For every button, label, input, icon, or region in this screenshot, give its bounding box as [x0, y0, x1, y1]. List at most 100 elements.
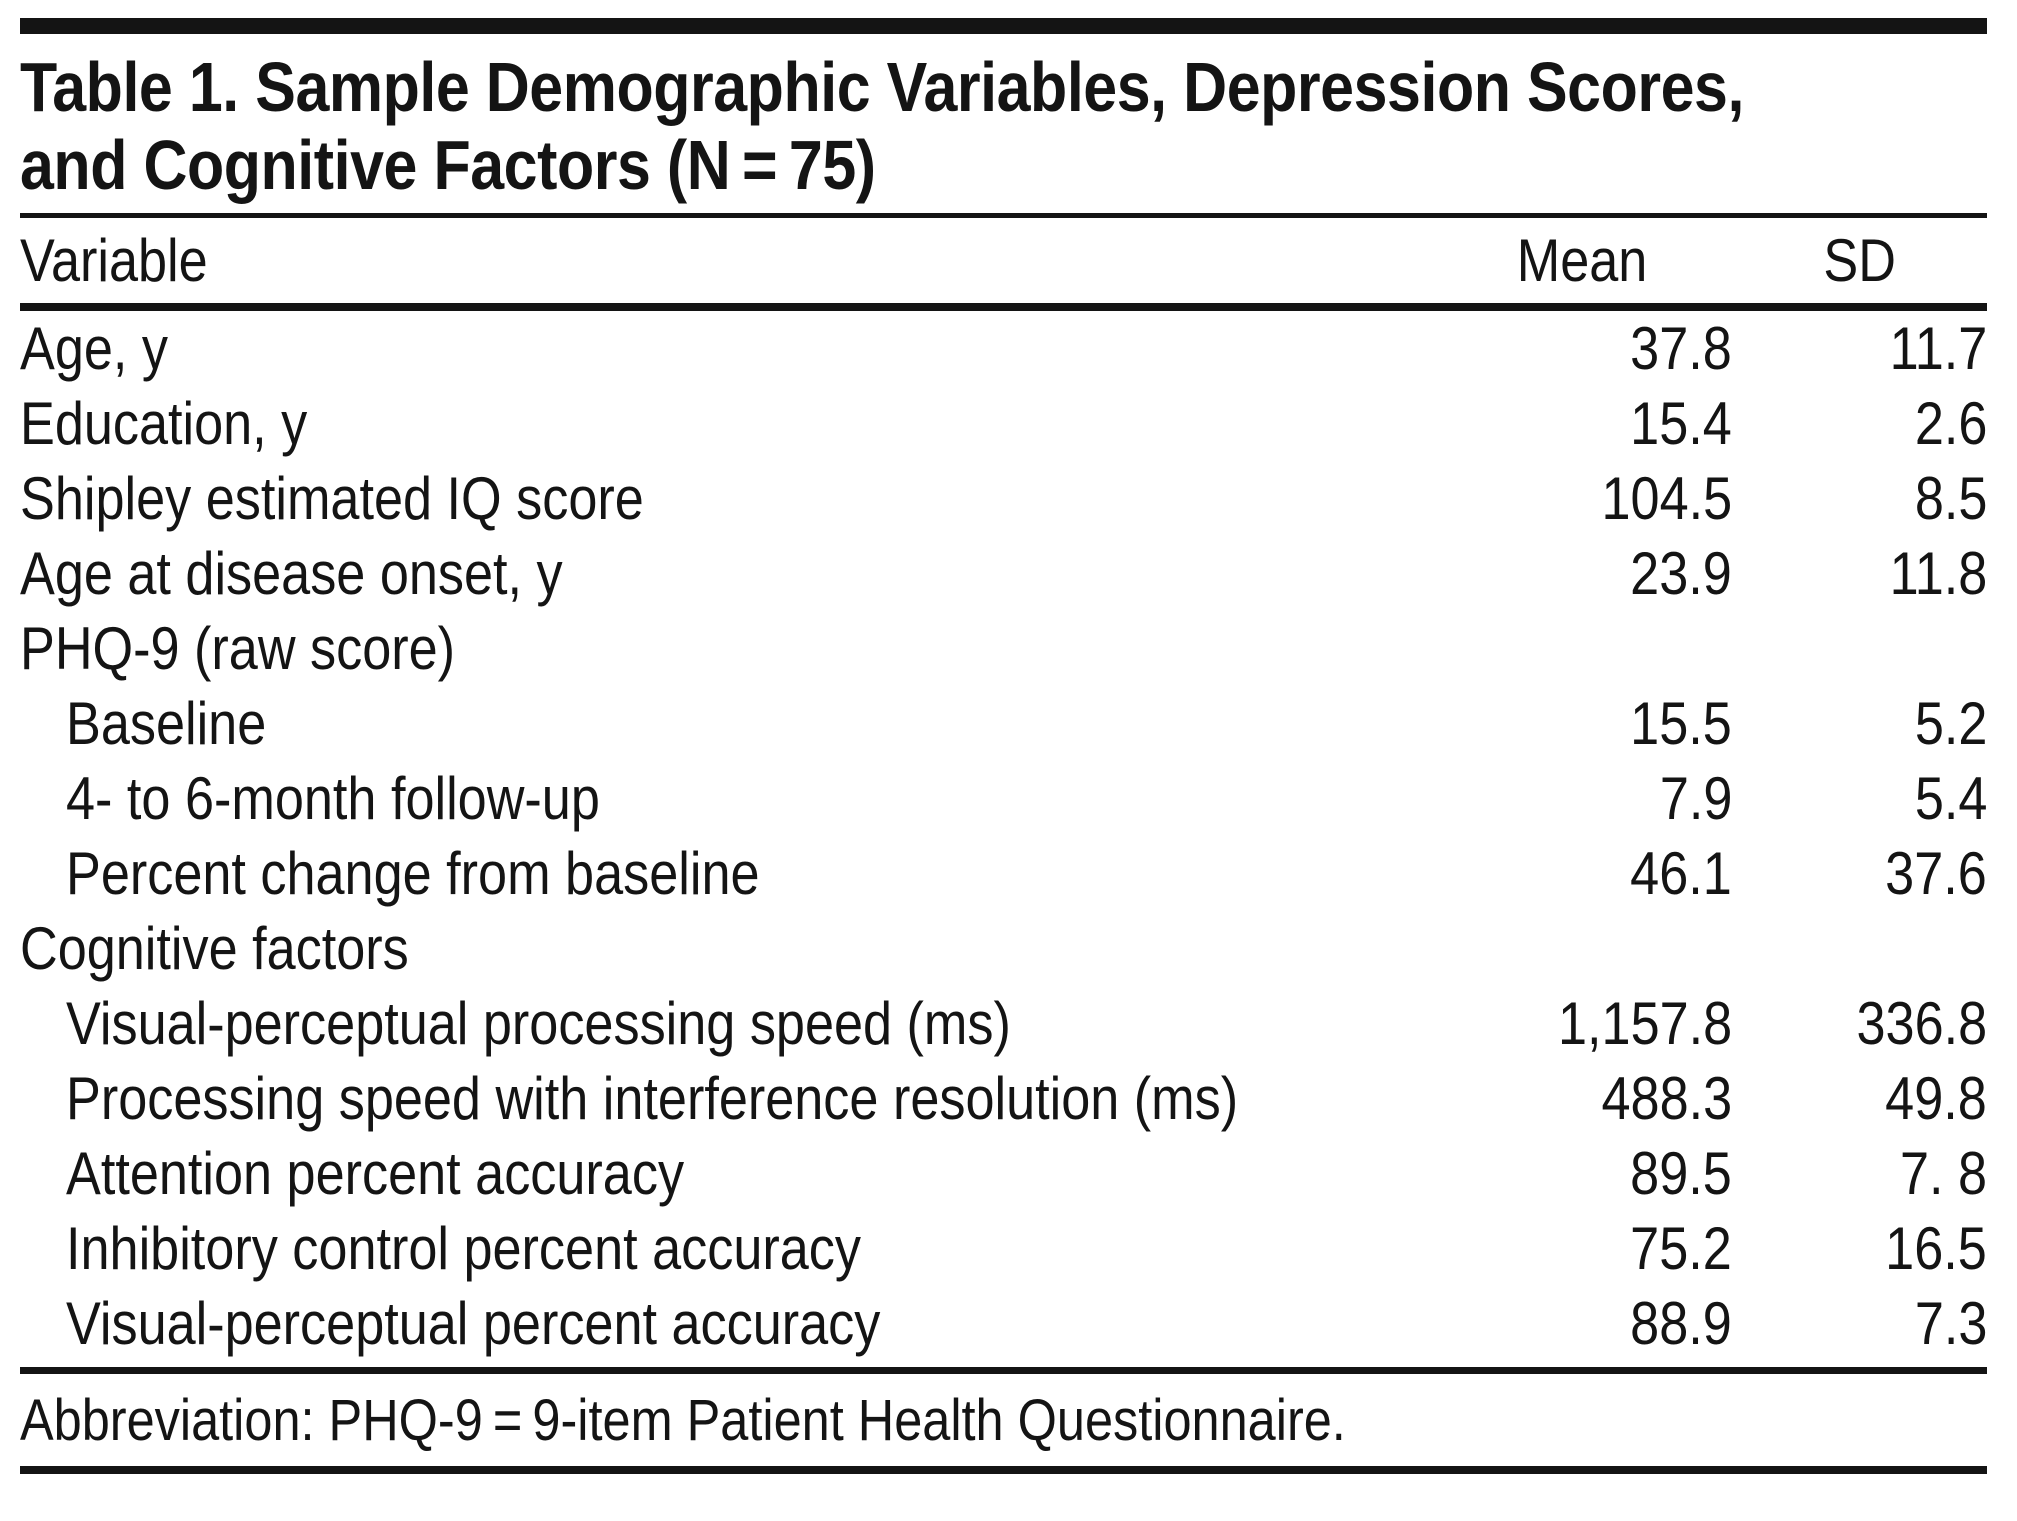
row-sd-value-cell: 5.4	[1732, 761, 1987, 836]
column-header-variable-cell: Variable	[20, 226, 1432, 295]
row-mean-value: 7.9	[1659, 765, 1732, 832]
row-sd-value: 7.3	[1914, 1290, 1987, 1357]
column-header-variable: Variable	[20, 227, 208, 294]
row-mean-value: 104.5	[1601, 465, 1732, 532]
row-mean-value: 89.5	[1630, 1140, 1732, 1207]
bottom-rule	[20, 1466, 1987, 1474]
table-row: Shipley estimated IQ score 104.5 8.5	[20, 461, 1987, 536]
row-label: Percent change from baseline	[66, 840, 760, 907]
row-mean-value-cell: 488.3	[1432, 1061, 1732, 1136]
row-label-cell: Baseline	[20, 686, 1432, 761]
table-row: PHQ-9 (raw score)	[20, 611, 1987, 686]
table-row: Percent change from baseline 46.1 37.6	[20, 836, 1987, 911]
row-label-cell: Shipley estimated IQ score	[20, 461, 1432, 536]
table-row: Age, y 37.8 11.7	[20, 311, 1987, 386]
row-mean-value-cell: 23.9	[1432, 536, 1732, 611]
row-sd-value: 2.6	[1914, 390, 1987, 457]
table-row: Visual-perceptual percent accuracy 88.9 7.…	[20, 1286, 1987, 1361]
row-sd-value-cell: 49.8	[1732, 1061, 1987, 1136]
table-row: Education, y 15.4 2.6	[20, 386, 1987, 461]
row-sd-value: 7. 8	[1899, 1140, 1987, 1207]
row-mean-value-cell: 88.9	[1432, 1286, 1732, 1361]
table-row: Age at disease onset, y 23.9 11.8	[20, 536, 1987, 611]
row-sd-value: 336.8	[1856, 990, 1987, 1057]
row-mean-value: 15.4	[1630, 390, 1732, 457]
row-sd-value-cell: 16.5	[1732, 1211, 1987, 1286]
column-header-mean-cell: Mean	[1432, 226, 1732, 295]
row-sd-value-cell	[1732, 911, 1987, 986]
title-divider	[20, 213, 1987, 218]
row-label: Visual-perceptual percent accuracy	[66, 1290, 881, 1357]
table-title: Table 1. Sample Demographic Variables, D…	[20, 48, 1987, 204]
row-mean-value-cell	[1432, 611, 1732, 686]
row-mean-value-cell: 75.2	[1432, 1211, 1732, 1286]
table-body: Age, y 37.8 11.7 Education, y 15.4 2.6 Shipley…	[20, 311, 1987, 1361]
table-row: Processing speed with interference resol…	[20, 1061, 1987, 1136]
row-mean-value-cell: 15.4	[1432, 386, 1732, 461]
table-title-line2: and Cognitive Factors (N = 75)	[20, 126, 876, 204]
row-label-cell: Percent change from baseline	[20, 836, 1432, 911]
column-header-sd-cell: SD	[1732, 226, 1987, 295]
row-label: Age, y	[20, 315, 168, 382]
row-label-cell: Visual-perceptual processing speed (ms)	[20, 986, 1432, 1061]
row-mean-value-cell: 37.8	[1432, 311, 1732, 386]
row-label-cell: Inhibitory control percent accuracy	[20, 1211, 1432, 1286]
row-sd-value-cell: 8.5	[1732, 461, 1987, 536]
body-divider	[20, 1367, 1987, 1374]
row-label-cell: Visual-perceptual percent accuracy	[20, 1286, 1432, 1361]
paper-table-figure: Table 1. Sample Demographic Variables, D…	[0, 18, 2017, 1474]
row-sd-value: 16.5	[1885, 1215, 1987, 1282]
table-row: 4- to 6-month follow-up 7.9 5.4	[20, 761, 1987, 836]
row-sd-value-cell: 2.6	[1732, 386, 1987, 461]
row-sd-value: 5.2	[1914, 690, 1987, 757]
row-label: Inhibitory control percent accuracy	[66, 1215, 861, 1282]
row-label: Cognitive factors	[20, 915, 409, 982]
row-label-cell: Attention percent accuracy	[20, 1136, 1432, 1211]
row-mean-value-cell: 89.5	[1432, 1136, 1732, 1211]
table-row: Cognitive factors	[20, 911, 1987, 986]
table-title-line1: Table 1. Sample Demographic Variables, D…	[20, 48, 1744, 126]
row-sd-value-cell: 7.3	[1732, 1286, 1987, 1361]
row-mean-value: 75.2	[1630, 1215, 1732, 1282]
row-sd-value-cell: 336.8	[1732, 986, 1987, 1061]
row-mean-value: 88.9	[1630, 1290, 1732, 1357]
row-label: Visual-perceptual processing speed (ms)	[66, 990, 1011, 1057]
row-label: Education, y	[20, 390, 308, 457]
column-header-mean: Mean	[1516, 227, 1648, 294]
header-divider	[20, 303, 1987, 311]
row-sd-value: 37.6	[1885, 840, 1987, 907]
row-label: Attention percent accuracy	[66, 1140, 685, 1207]
row-label: PHQ-9 (raw score)	[20, 615, 456, 682]
row-label: Shipley estimated IQ score	[20, 465, 644, 532]
top-rule-bar	[20, 18, 1987, 34]
row-sd-value: 11.7	[1889, 315, 1987, 382]
row-mean-value: 23.9	[1630, 540, 1732, 607]
row-mean-value-cell	[1432, 911, 1732, 986]
row-label-cell: 4- to 6-month follow-up	[20, 761, 1432, 836]
row-mean-value-cell: 46.1	[1432, 836, 1732, 911]
row-sd-value-cell: 11.7	[1732, 311, 1987, 386]
table-header-row: Variable Mean SD	[20, 218, 1987, 303]
row-sd-value: 5.4	[1914, 765, 1987, 832]
row-label: Age at disease onset, y	[20, 540, 563, 607]
row-label-cell: Cognitive factors	[20, 911, 1432, 986]
table-row: Visual-perceptual processing speed (ms) 1…	[20, 986, 1987, 1061]
row-sd-value-cell: 5.2	[1732, 686, 1987, 761]
row-label-cell: Processing speed with interference resol…	[20, 1061, 1432, 1136]
row-sd-value-cell: 7. 8	[1732, 1136, 1987, 1211]
row-sd-value: 8.5	[1914, 465, 1987, 532]
row-label-cell: Age, y	[20, 311, 1432, 386]
row-sd-value-cell: 11.8	[1732, 536, 1987, 611]
row-mean-value: 37.8	[1630, 315, 1732, 382]
row-mean-value: 1,157.8	[1557, 990, 1732, 1057]
table-footnote: Abbreviation: PHQ-9 = 9-item Patient Hea…	[20, 1374, 1987, 1466]
row-label-cell: PHQ-9 (raw score)	[20, 611, 1432, 686]
row-mean-value-cell: 7.9	[1432, 761, 1732, 836]
table-row: Inhibitory control percent accuracy 75.2 1…	[20, 1211, 1987, 1286]
row-sd-value: 49.8	[1885, 1065, 1987, 1132]
row-sd-value-cell: 37.6	[1732, 836, 1987, 911]
column-header-sd: SD	[1823, 227, 1896, 294]
table-row: Baseline 15.5 5.2	[20, 686, 1987, 761]
row-mean-value-cell: 104.5	[1432, 461, 1732, 536]
row-mean-value-cell: 15.5	[1432, 686, 1732, 761]
